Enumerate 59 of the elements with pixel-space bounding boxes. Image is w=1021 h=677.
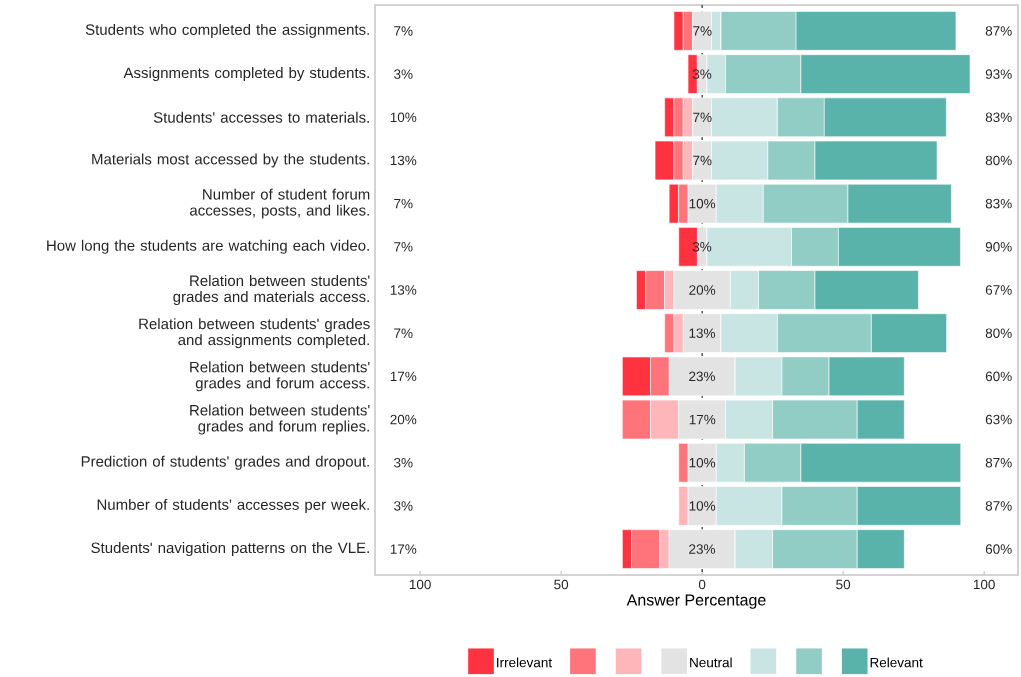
data-label: 20% bbox=[689, 285, 716, 295]
annotation: 7% bbox=[394, 198, 413, 209]
annotation: 20% bbox=[390, 414, 417, 425]
x-tick-label: 100 bbox=[409, 579, 431, 590]
y-tick-label: How long the students are watching each video. bbox=[47, 239, 369, 254]
annotation: 13% bbox=[390, 285, 417, 295]
x-tick-label: 100 bbox=[973, 579, 995, 590]
data-label: 23% bbox=[689, 371, 716, 382]
y-tick-label: Number of student forum accesses, posts, and likes. bbox=[190, 188, 370, 219]
annotation: 80% bbox=[985, 328, 1012, 338]
y-tick-label: Students' navigation patterns on the VLE. bbox=[91, 542, 369, 557]
y-tick-label: Assignments completed by students. bbox=[123, 67, 369, 82]
annotation: 87% bbox=[985, 457, 1012, 468]
data-label: 10% bbox=[689, 198, 716, 209]
y-tick-label: Relation between students' grades and forum replies. bbox=[190, 404, 370, 435]
data-label: 17% bbox=[689, 414, 716, 425]
x-tick-label: 50 bbox=[836, 579, 851, 590]
y-tick-label: Relation between students' grades and materials access. bbox=[173, 275, 370, 305]
annotation: 60% bbox=[985, 544, 1012, 554]
y-tick-label: Students' accesses to materials. bbox=[153, 111, 369, 123]
annotation: 63% bbox=[985, 414, 1012, 425]
legend-label: Irrelevant bbox=[497, 657, 552, 668]
x-tick-label: 50 bbox=[554, 579, 569, 590]
annotation: 7% bbox=[394, 328, 413, 338]
x-tick-label: 0 bbox=[698, 579, 706, 590]
y-tick-label: Materials most accessed by the students. bbox=[92, 153, 369, 168]
data-label: 23% bbox=[689, 544, 716, 554]
legend-label: Neutral bbox=[690, 657, 732, 668]
annotation: 17% bbox=[390, 371, 417, 382]
annotation: 3% bbox=[394, 501, 413, 511]
annotation: 80% bbox=[985, 155, 1012, 166]
annotation: 13% bbox=[390, 155, 417, 166]
x-axis-title: Answer Percentage bbox=[626, 594, 766, 609]
annotation: 60% bbox=[985, 371, 1012, 382]
annotation: 87% bbox=[985, 501, 1012, 511]
annotation: 93% bbox=[985, 69, 1012, 79]
annotation: 7% bbox=[394, 26, 413, 36]
y-tick-label: Students who completed the assignments. bbox=[85, 23, 369, 38]
data-label: 13% bbox=[689, 328, 716, 338]
y-tick-label: Relation between students' grades and assignments completed. bbox=[139, 318, 370, 349]
data-label: 7% bbox=[693, 155, 712, 166]
data-label: 10% bbox=[689, 501, 716, 511]
y-tick-label: Relation between students' grades and forum access. bbox=[190, 361, 370, 392]
annotation: 83% bbox=[985, 112, 1012, 123]
data-label: 7% bbox=[693, 112, 712, 122]
legend-label: Relevant bbox=[870, 657, 923, 668]
annotation: 3% bbox=[394, 457, 413, 468]
annotation: 17% bbox=[390, 544, 417, 554]
y-tick-label: Prediction of students' grades and dropout. bbox=[81, 455, 369, 470]
annotation: 7% bbox=[394, 242, 413, 252]
data-label: 10% bbox=[689, 457, 716, 468]
annotation: 90% bbox=[985, 242, 1012, 252]
annotation: 10% bbox=[390, 112, 417, 123]
y-tick-label: Number of students' accesses per week. bbox=[97, 498, 369, 513]
annotation: 83% bbox=[985, 198, 1012, 209]
annotation: 87% bbox=[985, 26, 1012, 36]
annotation: 3% bbox=[394, 69, 413, 79]
data-label: 7% bbox=[693, 26, 712, 36]
annotation: 67% bbox=[985, 285, 1012, 295]
